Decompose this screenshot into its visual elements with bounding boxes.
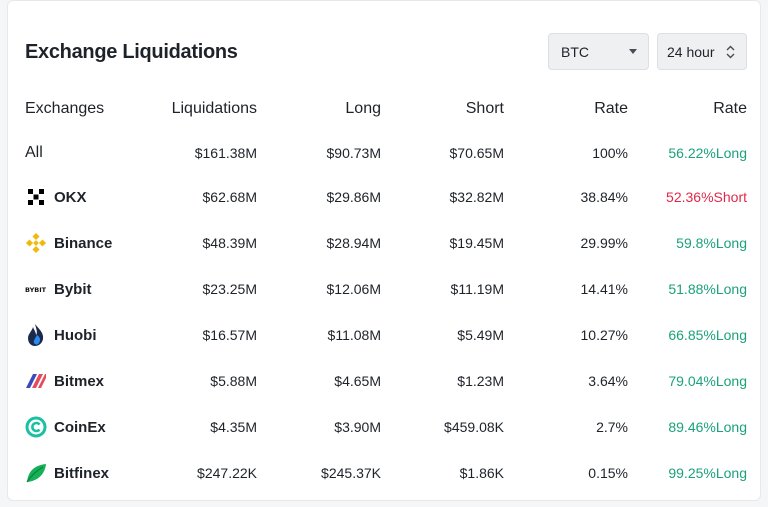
- short-value: $70.65M: [449, 145, 504, 161]
- liquidations-table: Exchanges Liquidations Long Short Rate R…: [25, 86, 747, 496]
- liquidations-value: $4.35M: [210, 419, 257, 435]
- long-value: $12.06M: [326, 281, 381, 297]
- svg-text:BYBIT: BYBIT: [25, 286, 47, 294]
- short-value: $1.86K: [459, 465, 504, 481]
- coin-select-value: BTC: [561, 43, 589, 60]
- side-rate-value: 79.04%Long: [668, 373, 747, 389]
- long-value: $4.65M: [334, 373, 381, 389]
- rate-value: 3.64%: [588, 373, 628, 389]
- exchange-cell: BYBIT Bybit: [25, 278, 147, 300]
- liquidations-value: $62.68M: [202, 189, 257, 205]
- col-header-side-rate[interactable]: Rate: [713, 100, 747, 117]
- table-row[interactable]: Bitfinex $247.22K $245.37K $1.86K 0.15% …: [25, 450, 747, 496]
- exchange-cell: Huobi: [25, 324, 147, 346]
- side-rate-value: 99.25%Long: [668, 465, 747, 481]
- short-value: $11.19M: [450, 281, 504, 297]
- exchange-cell: CoinEx: [25, 416, 147, 438]
- exchange-cell: Bitfinex: [25, 462, 147, 484]
- short-value: $32.82M: [449, 189, 504, 205]
- table-row[interactable]: All $161.38M $90.73M $70.65M 100% 56.22%…: [25, 132, 747, 174]
- period-select-value: 24 hour: [667, 43, 715, 60]
- liquidations-value: $161.38M: [194, 145, 257, 161]
- liquidations-value: $23.25M: [202, 281, 257, 297]
- period-select[interactable]: 24 hour: [657, 33, 747, 70]
- chevron-updown-icon: [726, 45, 735, 59]
- col-header-exchanges[interactable]: Exchanges: [25, 100, 105, 117]
- short-value: $459.08K: [444, 419, 504, 435]
- huobi-icon: [25, 324, 47, 346]
- side-rate-value: 89.46%Long: [668, 419, 747, 435]
- exchange-name: Binance: [54, 234, 113, 252]
- rate-value: 10.27%: [580, 327, 628, 343]
- exchange-cell: Binance: [25, 232, 147, 254]
- short-value: $5.49M: [457, 327, 504, 343]
- short-value: $19.45M: [449, 235, 504, 251]
- coinex-icon: [25, 416, 47, 438]
- col-header-short[interactable]: Short: [465, 100, 504, 117]
- exchange-cell: Bitmex: [25, 370, 147, 392]
- exchange-liquidations-card: Exchange Liquidations BTC 24 hour Exchan…: [7, 0, 761, 501]
- bitfinex-icon: [25, 462, 47, 484]
- rate-value: 0.15%: [588, 465, 628, 481]
- table-row[interactable]: Bitmex $5.88M $4.65M $1.23M 3.64% 79.04%…: [25, 358, 747, 404]
- col-header-long[interactable]: Long: [345, 100, 381, 117]
- exchange-cell: OKX: [25, 186, 147, 208]
- caret-down-icon: [629, 49, 637, 54]
- exchange-name: All: [25, 144, 43, 161]
- liquidations-value: $16.57M: [202, 327, 257, 343]
- exchange-name: Huobi: [54, 326, 97, 344]
- rate-value: 2.7%: [596, 419, 628, 435]
- exchange-name: Bybit: [54, 280, 92, 298]
- coin-select[interactable]: BTC: [548, 33, 649, 70]
- side-rate-value: 59.8%Long: [676, 235, 747, 251]
- long-value: $29.86M: [326, 189, 381, 205]
- rate-value: 29.99%: [580, 235, 628, 251]
- rate-value: 100%: [592, 145, 628, 161]
- bitmex-icon: [25, 370, 47, 392]
- long-value: $28.94M: [326, 235, 381, 251]
- okx-icon: [25, 186, 47, 208]
- table-row[interactable]: OKX $62.68M $29.86M $32.82M 38.84% 52.36…: [25, 174, 747, 220]
- card-title: Exchange Liquidations: [25, 41, 238, 63]
- rate-value: 38.84%: [580, 189, 628, 205]
- exchange-name: Bitfinex: [54, 464, 110, 482]
- rate-value: 14.41%: [580, 281, 628, 297]
- exchange-name: Bitmex: [54, 372, 105, 390]
- side-rate-value: 52.36%Short: [666, 189, 747, 205]
- short-value: $1.23M: [457, 373, 504, 389]
- long-value: $90.73M: [326, 145, 381, 161]
- long-value: $11.08M: [327, 327, 381, 343]
- side-rate-value: 66.85%Long: [668, 327, 747, 343]
- table-row[interactable]: CoinEx $4.35M $3.90M $459.08K 2.7% 89.46…: [25, 404, 747, 450]
- exchange-name: CoinEx: [54, 418, 106, 436]
- table-row[interactable]: Huobi $16.57M $11.08M $5.49M 10.27% 66.8…: [25, 312, 747, 358]
- bybit-icon: BYBIT: [25, 278, 47, 300]
- col-header-rate[interactable]: Rate: [594, 100, 628, 117]
- long-value: $3.90M: [334, 419, 381, 435]
- exchange-name: OKX: [54, 188, 87, 206]
- liquidations-value: $5.88M: [210, 373, 257, 389]
- table-row[interactable]: BYBIT Bybit $23.25M $12.06M $11.19M 14.4…: [25, 266, 747, 312]
- binance-icon: [25, 232, 47, 254]
- side-rate-value: 51.88%Long: [668, 281, 747, 297]
- side-rate-value: 56.22%Long: [668, 145, 747, 161]
- table-header-row: Exchanges Liquidations Long Short Rate R…: [25, 86, 747, 132]
- liquidations-value: $48.39M: [202, 235, 257, 251]
- table-row[interactable]: Binance $48.39M $28.94M $19.45M 29.99% 5…: [25, 220, 747, 266]
- col-header-liquidations[interactable]: Liquidations: [171, 100, 257, 117]
- liquidations-value: $247.22K: [197, 465, 257, 481]
- long-value: $245.37K: [321, 465, 381, 481]
